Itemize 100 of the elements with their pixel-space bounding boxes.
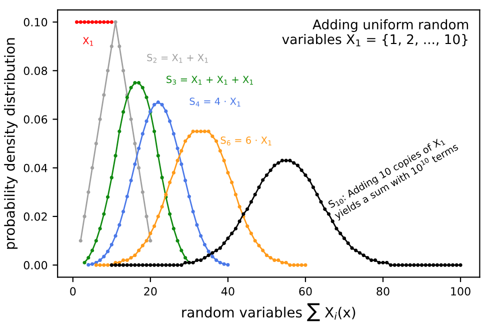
point (234, 192, 238, 196)
point (191, 130, 195, 134)
y-tick-label: 0.06 (24, 115, 48, 124)
point (144, 238, 148, 243)
x-tick-label: 40 (221, 287, 234, 296)
point (195, 130, 199, 134)
point (152, 130, 156, 134)
point (214, 258, 218, 262)
point (102, 212, 106, 216)
point (206, 130, 210, 134)
point (176, 238, 180, 243)
point (102, 254, 106, 258)
point (118, 223, 122, 227)
point (249, 232, 254, 236)
point (133, 162, 137, 166)
point (288, 263, 292, 267)
point (202, 130, 206, 134)
point (222, 158, 226, 162)
point (210, 134, 214, 138)
point (172, 170, 176, 175)
point (264, 254, 269, 258)
point (156, 100, 160, 104)
point (210, 254, 214, 258)
point (160, 176, 164, 180)
point (125, 96, 129, 100)
point (304, 263, 308, 267)
point (133, 254, 137, 258)
point (148, 238, 152, 243)
point (94, 263, 98, 267)
point (125, 258, 129, 262)
point (184, 178, 188, 182)
point (121, 68, 126, 72)
point (168, 212, 172, 216)
point (180, 248, 184, 252)
point (296, 263, 300, 267)
point (160, 102, 164, 106)
point (114, 154, 118, 158)
x-tick-label: 20 (144, 287, 157, 296)
point (253, 238, 257, 243)
point (191, 210, 195, 214)
point (110, 242, 114, 246)
series-label: S$_{6}$ = 6 · X$_{1}$ (220, 136, 272, 146)
point (257, 244, 261, 248)
x-tick-label: 80 (376, 287, 390, 296)
point (140, 132, 144, 136)
point (300, 263, 304, 267)
point (114, 234, 118, 238)
point (144, 214, 148, 218)
point (176, 158, 180, 162)
point (82, 260, 86, 264)
point (199, 130, 203, 134)
point (125, 194, 129, 198)
point (129, 178, 133, 182)
point (86, 190, 90, 194)
point (218, 149, 222, 153)
point (110, 176, 114, 180)
point (133, 80, 137, 85)
point (74, 20, 79, 24)
x-tick-label: 0 (70, 287, 76, 296)
x-tick-label: 60 (299, 287, 312, 296)
point (268, 256, 272, 260)
point (136, 166, 141, 170)
text: Adding uniform random variables X$_{1}$ = {1, 2, ..., 10} (282, 19, 468, 46)
x-tick-label: 100 (451, 287, 470, 296)
text: S$_{3}$ = X$_{1}$ + X$_{1}$ + X$_{1}$ (166, 76, 253, 85)
point (160, 204, 164, 209)
point (144, 96, 148, 100)
point (98, 226, 102, 230)
point (246, 224, 250, 228)
point (214, 139, 218, 143)
point (106, 195, 110, 199)
y-tick-label: 0.04 (24, 164, 48, 172)
point (187, 194, 191, 198)
point (90, 20, 94, 24)
point (140, 86, 144, 90)
series-label: X$_{1}$ (82, 37, 94, 46)
point (121, 110, 126, 114)
point (195, 223, 199, 227)
point (106, 263, 110, 267)
point (140, 244, 144, 248)
point (98, 263, 102, 267)
point (118, 130, 122, 134)
point (168, 119, 172, 123)
point (110, 20, 114, 24)
point (180, 162, 184, 166)
point (148, 232, 152, 236)
point (90, 262, 94, 266)
point (118, 44, 122, 48)
point (129, 117, 133, 122)
point (82, 20, 86, 24)
point (172, 226, 176, 230)
point (230, 180, 234, 184)
point (129, 86, 133, 90)
text: S$_{2}$ = X$_{1}$ + X$_{1}$ (147, 54, 208, 63)
point (152, 224, 156, 228)
point (272, 258, 276, 262)
point (106, 250, 110, 254)
point (106, 20, 110, 24)
y-tick-label: 0.00 (24, 261, 48, 270)
point (98, 117, 102, 122)
